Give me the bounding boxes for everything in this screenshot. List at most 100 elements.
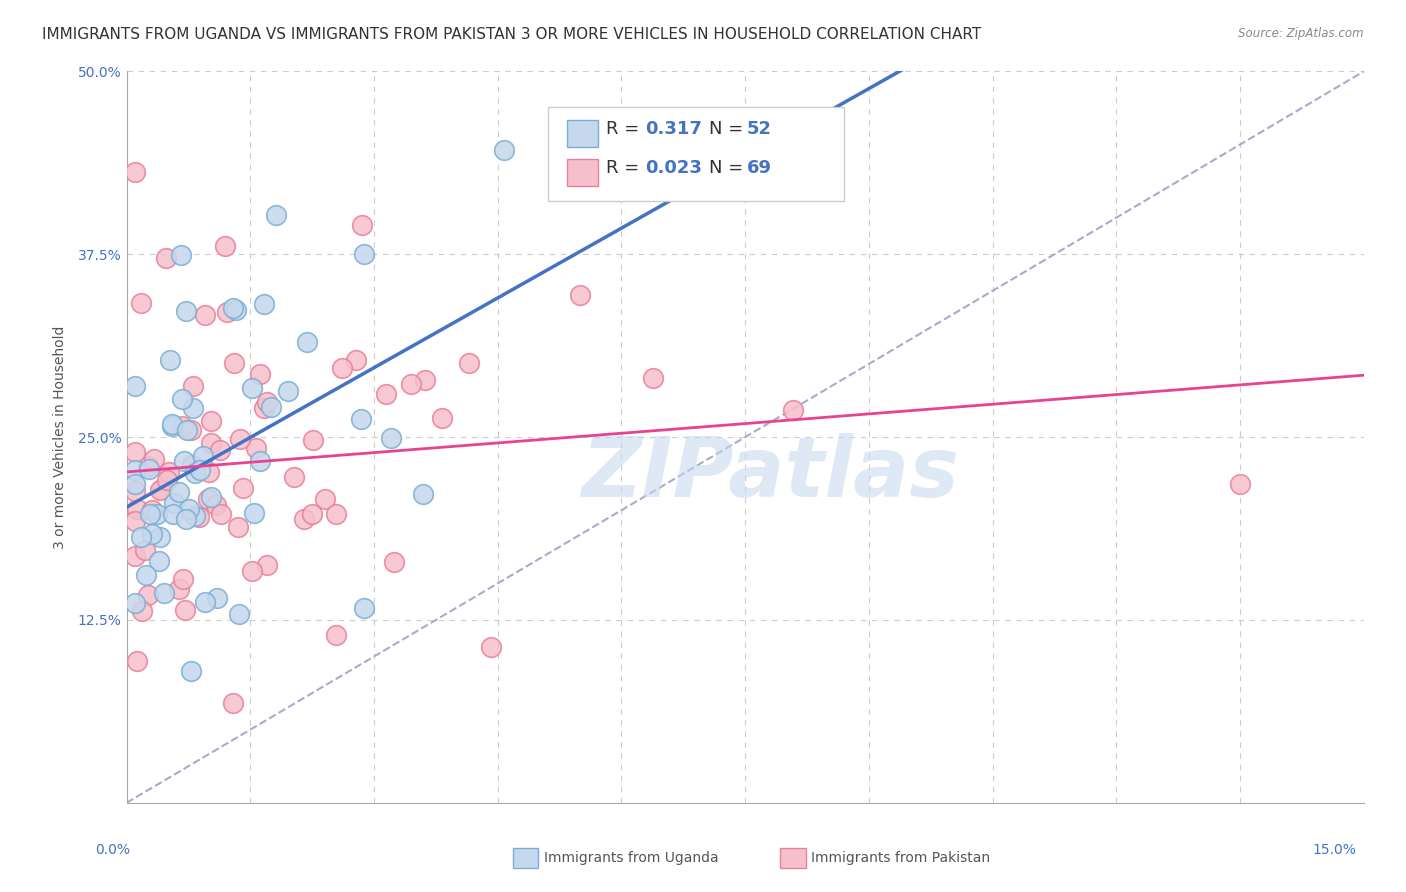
Point xyxy=(260,401,283,415)
Point xyxy=(174,303,197,318)
Point xyxy=(412,487,434,501)
Point xyxy=(162,507,184,521)
Point xyxy=(146,507,169,521)
Point xyxy=(143,452,166,467)
Point xyxy=(188,463,211,477)
Text: ZIPatlas: ZIPatlas xyxy=(581,434,959,514)
Point xyxy=(173,453,195,467)
Point xyxy=(344,353,367,368)
Point xyxy=(200,414,222,428)
Text: N =: N = xyxy=(709,159,748,177)
Point xyxy=(200,491,222,505)
Point xyxy=(215,305,238,319)
Point xyxy=(188,510,211,524)
Point xyxy=(131,296,153,310)
Point xyxy=(332,360,354,375)
Point xyxy=(256,558,278,573)
Point xyxy=(214,238,236,252)
Point xyxy=(200,436,222,450)
Point xyxy=(382,555,405,569)
Point xyxy=(240,564,263,578)
Point xyxy=(150,482,173,496)
Point xyxy=(353,247,375,261)
Point xyxy=(1229,477,1251,491)
Point xyxy=(232,481,254,495)
Point xyxy=(352,219,374,233)
Point xyxy=(124,514,146,528)
Point xyxy=(249,454,271,468)
Point xyxy=(277,384,299,399)
Point xyxy=(228,607,250,621)
Text: 52: 52 xyxy=(747,120,772,138)
Text: 0.317: 0.317 xyxy=(645,120,702,138)
Point xyxy=(194,308,217,322)
Point xyxy=(240,381,263,395)
Point xyxy=(160,418,183,433)
Point xyxy=(292,512,315,526)
Point xyxy=(129,530,152,544)
Point xyxy=(170,248,193,262)
Point xyxy=(136,588,159,602)
Point xyxy=(222,696,245,710)
Point xyxy=(209,443,232,458)
Point xyxy=(494,144,516,158)
Point xyxy=(301,508,323,522)
Point xyxy=(170,392,193,407)
Point xyxy=(159,352,181,367)
Text: Immigrants from Uganda: Immigrants from Uganda xyxy=(544,851,718,865)
Point xyxy=(283,470,305,484)
Point xyxy=(197,465,219,479)
Point xyxy=(184,466,207,480)
Point xyxy=(479,640,502,654)
Point xyxy=(124,549,146,563)
Point xyxy=(242,506,264,520)
Point xyxy=(148,554,170,568)
Point xyxy=(181,458,204,472)
Text: N =: N = xyxy=(709,120,748,138)
Point xyxy=(124,484,146,499)
Point xyxy=(353,601,375,615)
Point xyxy=(174,512,197,526)
Point xyxy=(135,568,157,582)
Point xyxy=(174,603,197,617)
Point xyxy=(325,628,347,642)
Point xyxy=(136,459,159,474)
Point xyxy=(325,508,347,522)
Point xyxy=(124,596,146,610)
Point xyxy=(430,411,453,425)
Point xyxy=(568,288,591,302)
Point xyxy=(180,423,202,437)
Point xyxy=(249,367,271,381)
Point xyxy=(413,373,436,387)
Point xyxy=(205,498,228,512)
Point xyxy=(380,431,402,445)
Point xyxy=(139,507,162,521)
Text: R =: R = xyxy=(606,120,645,138)
Text: 0.0%: 0.0% xyxy=(96,843,131,857)
Point xyxy=(295,335,318,350)
Point xyxy=(782,402,804,417)
Point xyxy=(172,418,194,433)
Point xyxy=(266,207,288,221)
Point xyxy=(183,401,205,415)
Point xyxy=(162,417,184,431)
Point xyxy=(124,463,146,477)
Point xyxy=(641,370,664,384)
Point xyxy=(163,496,186,510)
Point xyxy=(176,423,198,437)
Point xyxy=(374,387,396,401)
Point xyxy=(180,664,202,678)
Point xyxy=(159,465,181,479)
Text: 0.023: 0.023 xyxy=(645,159,702,177)
Point xyxy=(134,543,156,558)
Point xyxy=(141,526,163,541)
Text: IMMIGRANTS FROM UGANDA VS IMMIGRANTS FROM PAKISTAN 3 OR MORE VEHICLES IN HOUSEHO: IMMIGRANTS FROM UGANDA VS IMMIGRANTS FRO… xyxy=(42,27,981,42)
Point xyxy=(209,507,232,521)
Point xyxy=(194,595,217,609)
Point xyxy=(149,483,172,498)
Point xyxy=(458,356,481,370)
Point xyxy=(350,412,373,426)
Point xyxy=(207,591,229,606)
Point xyxy=(153,586,176,600)
Y-axis label: 3 or more Vehicles in Household: 3 or more Vehicles in Household xyxy=(52,326,66,549)
